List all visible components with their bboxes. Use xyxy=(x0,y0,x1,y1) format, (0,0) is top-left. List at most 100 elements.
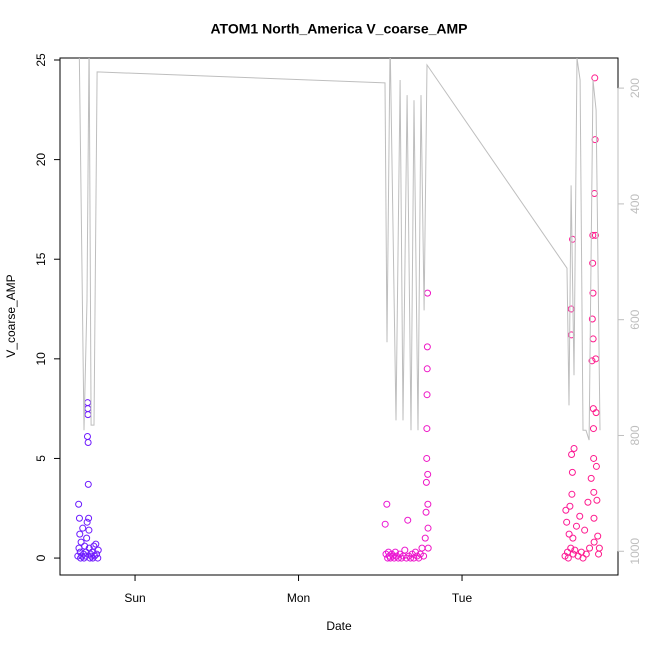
point xyxy=(391,548,399,556)
point xyxy=(590,488,598,496)
point xyxy=(78,552,86,560)
point xyxy=(84,411,92,419)
point xyxy=(589,289,597,297)
point xyxy=(84,480,92,488)
point xyxy=(568,450,576,458)
point xyxy=(84,405,92,413)
y-tick-label: 0 xyxy=(34,554,48,561)
point xyxy=(422,478,430,486)
point xyxy=(83,518,91,526)
point xyxy=(85,514,93,522)
point xyxy=(589,425,597,433)
point xyxy=(424,524,432,532)
point xyxy=(590,189,598,197)
point xyxy=(398,554,406,562)
point xyxy=(592,462,600,470)
point xyxy=(588,357,596,365)
point xyxy=(76,530,84,538)
point xyxy=(589,259,597,267)
point xyxy=(576,512,584,520)
point xyxy=(84,439,92,447)
y-axis-label: V_coarse_AMP xyxy=(4,274,18,357)
point xyxy=(84,399,92,407)
point xyxy=(93,550,101,558)
x-axis-label: Date xyxy=(326,619,352,633)
chart-title: ATOM1 North_America V_coarse_AMP xyxy=(210,21,467,37)
point xyxy=(424,289,432,297)
y-tick-label: 25 xyxy=(34,53,48,67)
y-tick-label: 20 xyxy=(34,153,48,167)
point xyxy=(94,546,102,554)
point xyxy=(424,544,432,552)
point xyxy=(423,343,431,351)
point xyxy=(423,454,431,462)
point xyxy=(589,335,597,343)
point xyxy=(588,315,596,323)
point xyxy=(421,534,429,542)
point xyxy=(407,554,415,562)
point xyxy=(422,508,430,516)
point xyxy=(590,538,598,546)
point xyxy=(594,532,602,540)
point xyxy=(420,552,428,560)
point xyxy=(565,530,573,538)
point xyxy=(581,526,589,534)
point xyxy=(94,554,102,562)
point xyxy=(582,550,590,558)
point xyxy=(83,433,91,441)
point xyxy=(401,546,409,554)
point xyxy=(568,468,576,476)
point xyxy=(381,520,389,528)
y-tick-label: 15 xyxy=(34,252,48,266)
plot-area xyxy=(74,58,603,562)
point xyxy=(568,490,576,498)
point xyxy=(591,136,599,144)
point xyxy=(591,74,599,82)
y-tick-label: 5 xyxy=(34,455,48,462)
point xyxy=(90,542,98,550)
point xyxy=(584,498,592,506)
point xyxy=(592,409,600,417)
point xyxy=(593,496,601,504)
point xyxy=(404,516,412,524)
point xyxy=(75,514,83,522)
line xyxy=(78,58,601,441)
point xyxy=(423,391,431,399)
x-tick-label: Sun xyxy=(124,591,145,605)
point xyxy=(418,544,426,552)
point xyxy=(79,524,87,532)
point xyxy=(590,454,598,462)
point xyxy=(562,506,570,514)
point xyxy=(590,514,598,522)
point xyxy=(424,470,432,478)
point xyxy=(383,500,391,508)
y2-tick-label: 400 xyxy=(628,194,642,214)
point xyxy=(563,518,571,526)
point xyxy=(569,534,577,542)
y-tick-label: 10 xyxy=(34,352,48,366)
y2-tick-label: 600 xyxy=(628,309,642,329)
point xyxy=(423,425,431,433)
point xyxy=(595,544,603,552)
y2-tick-label: 200 xyxy=(628,78,642,98)
point xyxy=(595,550,603,558)
plot-frame xyxy=(59,57,619,576)
point xyxy=(75,500,83,508)
point xyxy=(567,544,575,552)
point xyxy=(571,546,579,554)
point xyxy=(570,444,578,452)
point xyxy=(566,502,574,510)
point xyxy=(85,526,93,534)
x-tick-label: Mon xyxy=(287,591,310,605)
point xyxy=(591,231,599,239)
y2-tick-label: 800 xyxy=(628,425,642,445)
point xyxy=(83,534,91,542)
point xyxy=(587,474,595,482)
point xyxy=(572,522,580,530)
point xyxy=(424,500,432,508)
point xyxy=(564,554,572,562)
x-tick-label: Tue xyxy=(452,591,473,605)
point xyxy=(586,544,594,552)
point xyxy=(92,540,100,548)
